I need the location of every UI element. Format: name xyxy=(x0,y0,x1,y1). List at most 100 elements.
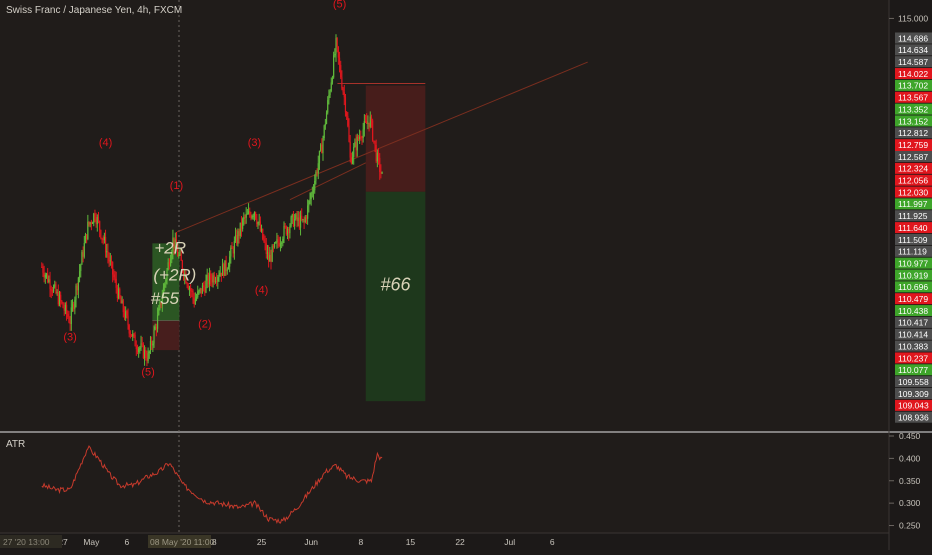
candle-body xyxy=(218,276,220,278)
candle-body xyxy=(335,38,337,55)
candle-body xyxy=(190,288,192,291)
wave-label: (5) xyxy=(333,0,346,11)
candle-body xyxy=(346,112,348,117)
price-tag-value: 109.043 xyxy=(898,401,929,411)
price-tag: 110.237 xyxy=(895,352,932,364)
candle-body xyxy=(269,254,271,262)
candle-body xyxy=(87,221,89,240)
candle-body xyxy=(63,307,65,311)
price-tag-value: 112.759 xyxy=(898,140,928,150)
candle-body xyxy=(93,213,95,223)
price-tag: 113.152 xyxy=(895,115,932,127)
candle-body xyxy=(101,237,103,239)
candle-body xyxy=(166,269,168,280)
candle-body xyxy=(278,242,280,246)
candle-body xyxy=(351,157,354,164)
candle-body xyxy=(97,217,100,222)
candle-body xyxy=(164,283,166,288)
candle-body xyxy=(49,279,51,290)
candle-body xyxy=(284,225,286,227)
price-tag-value: 111.925 xyxy=(898,211,928,221)
price-tag-bg xyxy=(895,293,932,305)
atr-axis-tick: 0.300 xyxy=(899,498,921,508)
candle-body xyxy=(282,238,284,243)
candle-body xyxy=(95,218,97,225)
candle-body xyxy=(67,313,69,317)
trendlines xyxy=(176,61,588,233)
price-tag: 112.812 xyxy=(895,127,932,139)
candle-body xyxy=(160,301,162,306)
time-axis-tick: Jun xyxy=(304,537,318,547)
candle-body xyxy=(354,141,356,147)
price-tag-bg xyxy=(895,186,932,198)
candle-body xyxy=(221,264,224,276)
candle-body xyxy=(362,129,364,138)
price-tag-value: 113.152 xyxy=(898,116,928,126)
candle-body xyxy=(255,212,257,219)
time-axis-left-label: 27 '20 13:00 xyxy=(3,537,50,547)
candle-body xyxy=(76,285,78,291)
candle-body xyxy=(201,285,204,294)
price-tag-bg xyxy=(895,411,932,423)
position-labels: +2R (+2R) #55 #66 xyxy=(151,238,412,307)
price-tag-bg xyxy=(895,388,932,399)
candle-body xyxy=(115,278,117,288)
candle-body xyxy=(184,273,186,277)
candle-body xyxy=(203,285,205,288)
price-tag: 110.383 xyxy=(895,340,932,352)
price-tag-bg xyxy=(895,269,932,281)
price-tag-bg xyxy=(895,210,932,222)
candle-body xyxy=(200,288,202,294)
candle-body xyxy=(136,349,139,352)
candle-body xyxy=(177,249,179,257)
candle-body xyxy=(57,291,59,305)
price-tag-bg xyxy=(895,340,932,352)
candle-body xyxy=(210,273,212,280)
candle-body xyxy=(329,91,331,95)
candle-body xyxy=(197,291,199,298)
candle-body xyxy=(377,152,380,158)
time-axis-tick: 22 xyxy=(455,537,465,547)
price-tag-bg xyxy=(895,281,932,293)
wave-label: (4) xyxy=(99,137,112,149)
candle-body xyxy=(308,200,310,206)
trendline xyxy=(289,162,366,201)
candle-body xyxy=(52,286,55,292)
price-tag: 110.696 xyxy=(895,281,932,293)
price-tag-value: 109.309 xyxy=(898,389,929,399)
price-tag: 110.414 xyxy=(895,328,932,340)
candle-body xyxy=(120,297,122,304)
price-tag-bg xyxy=(895,56,932,68)
candle-body xyxy=(194,299,196,305)
price-tag: 111.119 xyxy=(895,245,932,257)
candle-body xyxy=(126,311,128,316)
candle-body xyxy=(138,348,140,352)
price-tag: 113.567 xyxy=(895,91,932,103)
price-tag-bg xyxy=(895,233,932,245)
price-tag-value: 112.324 xyxy=(898,164,928,174)
wave-label: (3) xyxy=(63,332,76,344)
candle-body xyxy=(109,260,111,262)
position-result-label-alt: (+2R) xyxy=(153,265,196,284)
candle-body xyxy=(322,138,324,154)
candle-body xyxy=(333,55,335,78)
candle-body xyxy=(130,334,133,337)
candle-body xyxy=(64,304,66,311)
time-axis xyxy=(0,533,889,550)
candle-body xyxy=(234,234,237,242)
candle-body xyxy=(208,273,211,285)
candle-body xyxy=(165,279,167,284)
candle-body xyxy=(355,141,357,151)
price-tag-bg xyxy=(895,198,932,210)
candle-body xyxy=(148,351,150,354)
candle-body xyxy=(349,141,351,158)
candle-body xyxy=(191,290,193,292)
time-axis-tick: 8 xyxy=(358,537,363,547)
candle-body xyxy=(251,215,253,219)
candle-body xyxy=(82,252,84,257)
candle-body xyxy=(62,302,64,308)
candle-body xyxy=(323,125,325,139)
candle-body xyxy=(303,219,305,223)
